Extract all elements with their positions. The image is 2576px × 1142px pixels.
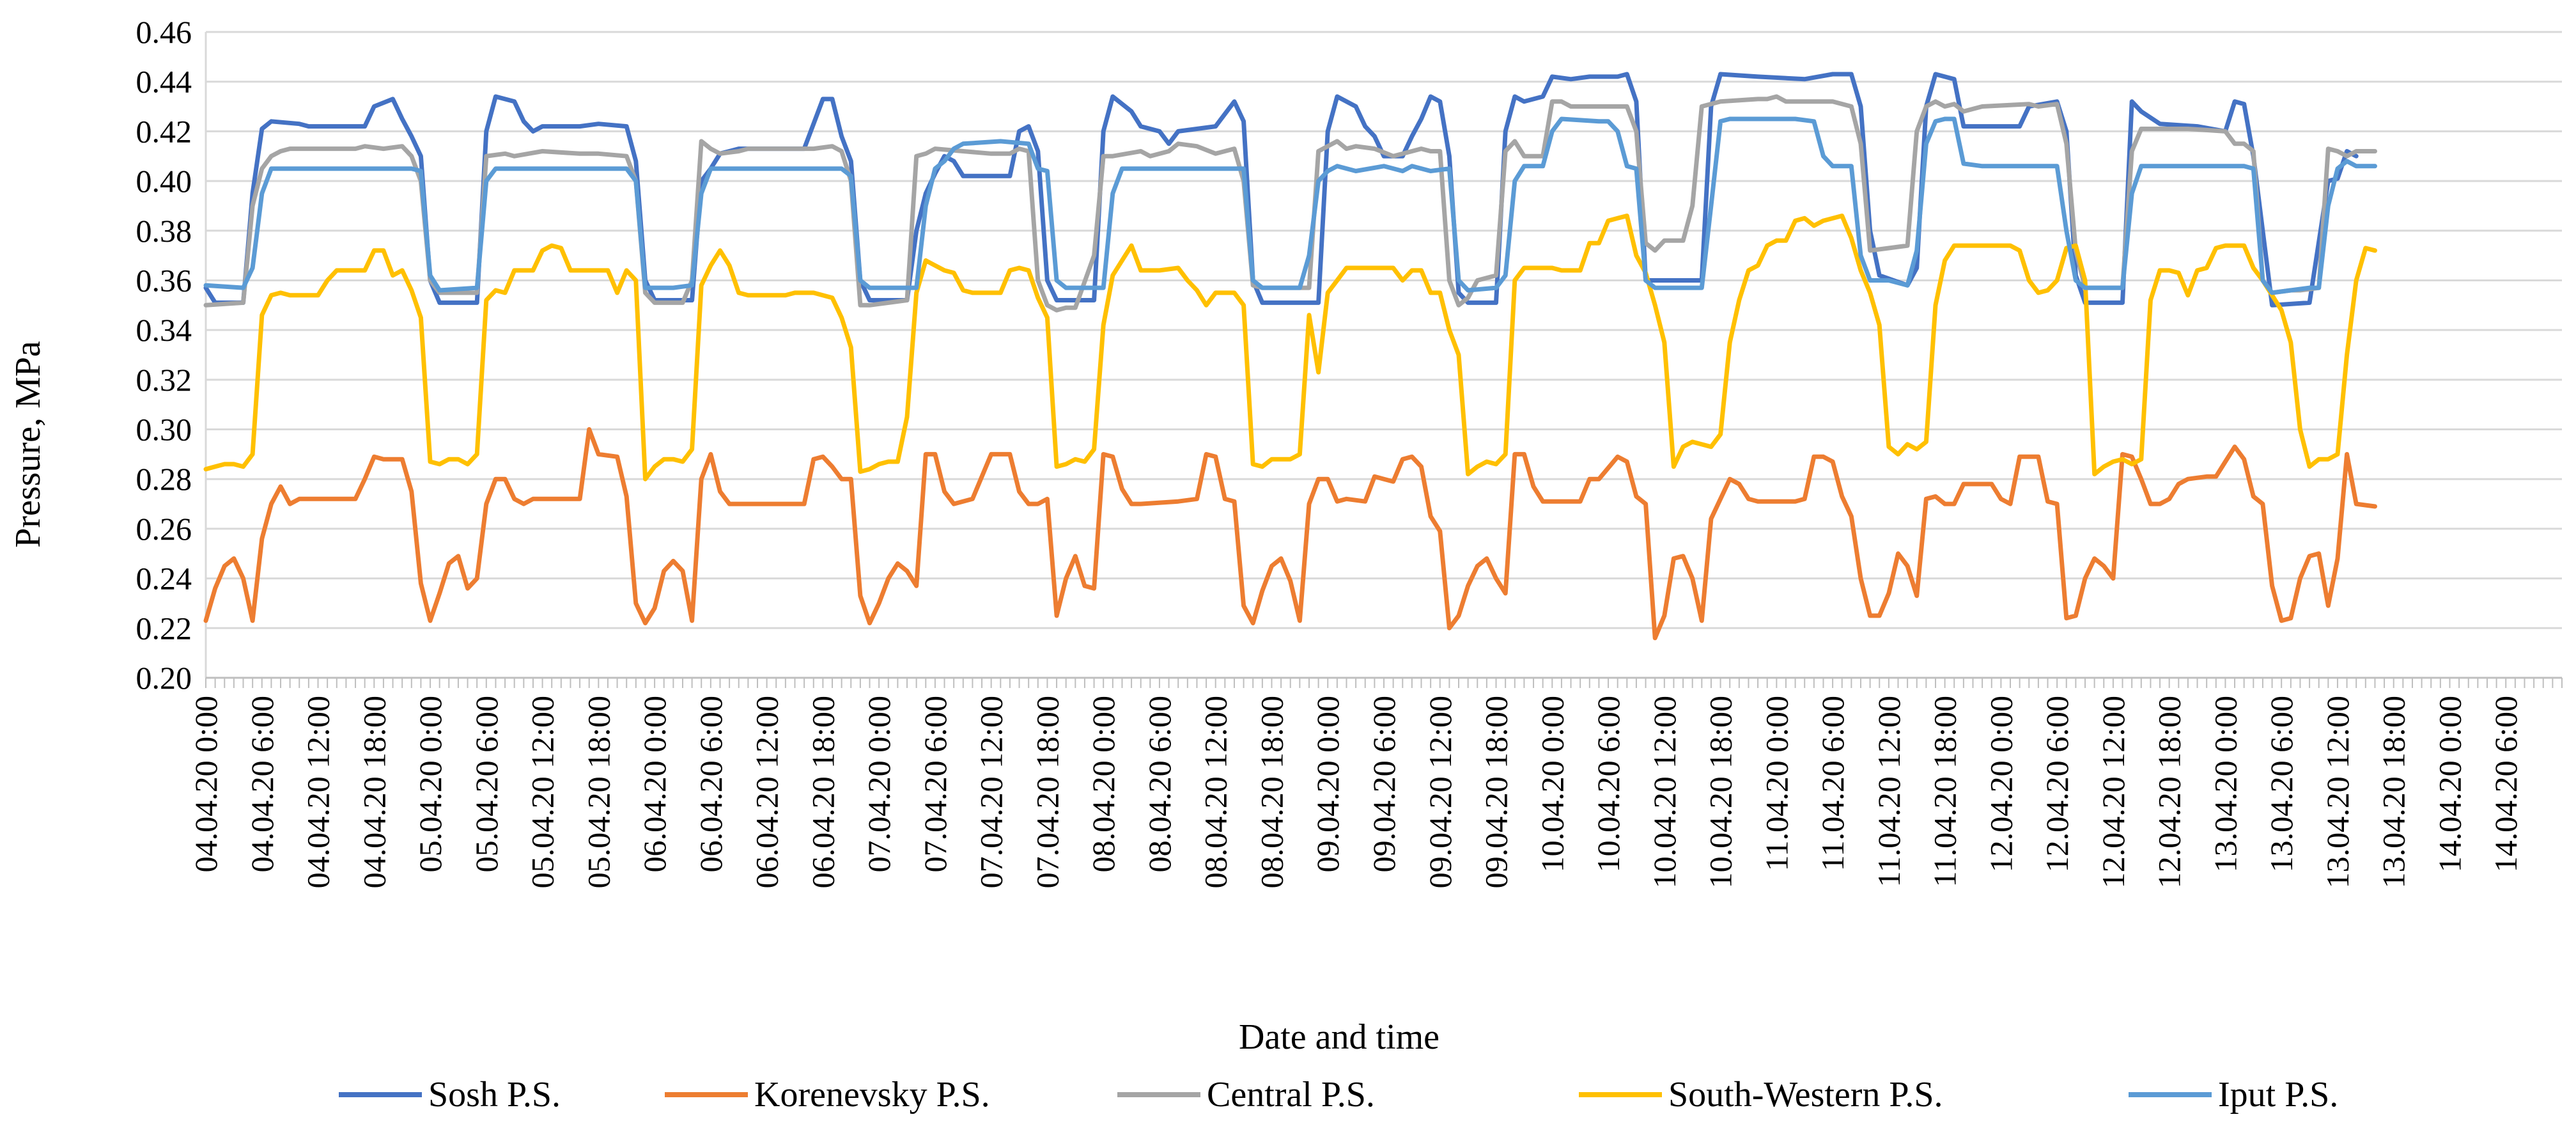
x-tick-label: 14.04.20 6:00 [2488,696,2524,872]
x-tick-label: 07.04.20 0:00 [861,696,897,872]
y-tick-label: 0.34 [136,312,192,348]
y-tick-label: 0.30 [136,412,192,448]
series-line-iput-p-s [203,116,2377,295]
x-tick-label: 07.04.20 18:00 [1029,696,1065,888]
y-tick-label: 0.28 [136,461,192,497]
series-line-south-western-p-s [203,214,2377,481]
x-tick-label: 04.04.20 6:00 [244,696,280,872]
y-tick-label: 0.24 [136,561,192,597]
y-tick-label: 0.38 [136,213,192,249]
x-tick-label: 11.04.20 12:00 [1871,696,1907,888]
x-axis: 04.04.20 0:00 04.04.20 6:00 04.04.20 12:00… [188,32,2563,888]
y-tick-label: 0.46 [136,14,192,50]
series-line-korenevsky-p-s [203,427,2377,641]
x-tick-label: 10.04.20 6:00 [1590,696,1626,872]
x-axis-title: Date and time [1239,1017,1439,1057]
x-tick-label: 04.04.20 18:00 [356,696,392,888]
x-tick-label: 06.04.20 0:00 [637,696,672,872]
x-tick-label: 12.04.20 18:00 [2152,696,2187,888]
x-tick-label: 05.04.20 6:00 [469,696,504,872]
y-tick-label: 0.20 [136,660,192,696]
y-tick-label: 0.26 [136,511,192,547]
x-tick-label: 08.04.20 0:00 [1085,696,1121,872]
y-tick-label: 0.32 [136,362,192,398]
x-tick-label: 11.04.20 0:00 [1758,696,1794,872]
legend: Sosh P.S. Korenevsky P.S. Central P.S. Sout… [339,1075,2338,1115]
x-tick-label: 08.04.20 12:00 [1198,696,1234,888]
x-tick-label: 07.04.20 6:00 [917,696,953,872]
x-tick-label: 13.04.20 12:00 [2320,696,2355,888]
x-tick-label: 06.04.20 12:00 [749,696,785,888]
x-tick-label: 10.04.20 18:00 [1703,696,1739,888]
x-tick-label: 11.04.20 6:00 [1815,696,1851,872]
x-tick-label: 09.04.20 12:00 [1422,696,1458,888]
x-tick-label: 04.04.20 0:00 [188,696,224,872]
x-tick-label: 13.04.20 0:00 [2207,696,2243,872]
x-tick-label: 11.04.20 18:00 [1927,696,1963,888]
series-line-central-p-s [203,94,2377,313]
x-tick-label: 04.04.20 12:00 [300,696,336,888]
gridlines [206,31,2562,679]
x-tick-label: 09.04.20 0:00 [1310,696,1346,872]
x-tick-label: 06.04.20 18:00 [805,696,841,888]
x-tick-label: 10.04.20 0:00 [1534,696,1570,872]
y-tick-label: 0.36 [136,262,192,298]
x-tick-label: 12.04.20 0:00 [1983,696,2019,872]
x-tick-label: 10.04.20 12:00 [1647,696,1682,888]
legend-label: Korenevsky P.S. [754,1075,990,1115]
y-tick-label: 0.22 [136,610,192,646]
legend-label: Iput P.S. [2218,1075,2338,1115]
x-tick-label: 07.04.20 12:00 [974,696,1009,888]
x-tick-label: 06.04.20 6:00 [693,696,729,872]
series-lines [203,72,2377,641]
x-tick-label: 09.04.20 18:00 [1478,696,1514,888]
y-tick-label: 0.40 [136,163,192,199]
x-tick-label: 05.04.20 0:00 [412,696,448,872]
y-axis-ticks: 0.20 0.22 0.24 0.26 0.28 0.30 0.32 0.34 0.36 0.38… [136,14,192,696]
x-tick-label: 13.04.20 18:00 [2376,696,2412,888]
legend-label: Central P.S. [1207,1075,1375,1115]
legend-label: South-Western P.S. [1668,1075,1943,1115]
x-tick-label: 12.04.20 12:00 [2095,696,2131,888]
x-tick-label: 05.04.20 12:00 [525,696,561,888]
legend-label: Sosh P.S. [428,1075,561,1115]
x-tick-label: 13.04.20 6:00 [2263,696,2299,872]
x-tick-label: 08.04.20 6:00 [1142,696,1177,872]
x-tick-label: 14.04.20 0:00 [2432,696,2467,872]
x-tick-label: 12.04.20 6:00 [2039,696,2075,872]
y-tick-label: 0.44 [136,64,192,100]
x-tick-label: 05.04.20 18:00 [580,696,616,888]
x-tick-label: 09.04.20 6:00 [1366,696,1402,872]
y-tick-label: 0.42 [136,113,192,149]
y-axis-title: Pressure, MPa [8,341,48,548]
x-tick-label: 08.04.20 18:00 [1253,696,1289,888]
